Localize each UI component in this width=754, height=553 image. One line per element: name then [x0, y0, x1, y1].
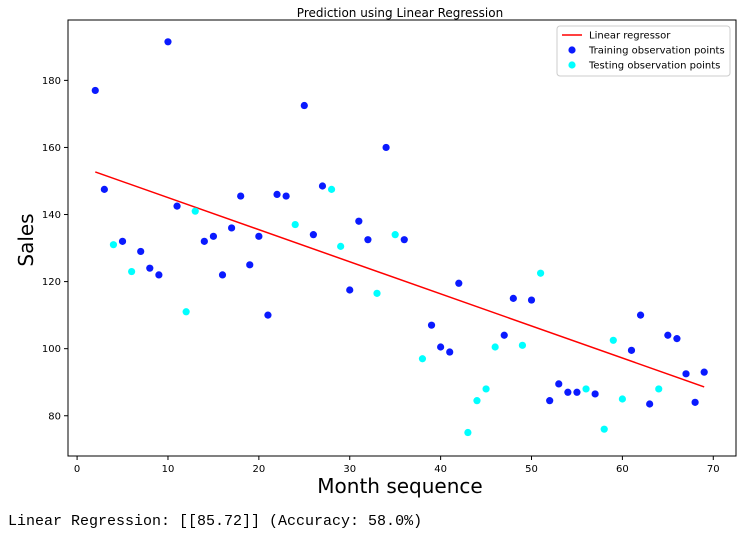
testing-point: [536, 269, 545, 277]
legend-box: [556, 25, 731, 77]
training-point: [273, 190, 281, 198]
training-point: [246, 261, 254, 269]
training-point: [591, 390, 599, 398]
training-point: [382, 143, 390, 152]
training-point: [173, 202, 181, 210]
training-point: [364, 236, 372, 244]
testing-point: [482, 385, 490, 393]
training-point: [527, 296, 536, 304]
legend-label: Training observation points: [588, 46, 725, 57]
training-point: [691, 398, 699, 406]
testing-point: [655, 385, 663, 393]
training-point: [700, 368, 708, 376]
testing-point: [609, 336, 617, 344]
training-point: [200, 237, 208, 245]
training-point: [646, 400, 654, 408]
testing-point: [582, 385, 590, 393]
legend-point-swatch: [568, 46, 576, 54]
testing-point: [518, 341, 527, 349]
legend-label: Linear regressor: [589, 31, 671, 42]
x-tick-label: 0: [74, 464, 80, 475]
x-tick-label: 20: [252, 464, 265, 475]
regression-caption: Linear Regression: [[85.72]] (Accuracy: …: [8, 513, 423, 530]
training-point: [446, 348, 454, 356]
testing-point: [191, 207, 199, 215]
x-axis-ticks: 0 10 20 30 40 50 60 70: [74, 456, 720, 475]
training-point: [682, 370, 690, 378]
training-point: [118, 237, 127, 245]
training-point: [400, 236, 408, 244]
y-tick-label: 80: [48, 411, 61, 422]
training-point: [427, 321, 436, 329]
y-axis-label: Sales: [14, 213, 38, 266]
training-point: [437, 343, 445, 351]
testing-point: [473, 397, 481, 405]
testing-point: [327, 185, 336, 193]
training-point: [500, 331, 508, 339]
training-point: [137, 247, 145, 256]
legend: Linear regressor Training observation poi…: [556, 25, 731, 77]
training-point: [455, 279, 463, 287]
training-point: [91, 86, 99, 95]
training-point: [155, 271, 163, 279]
training-point: [227, 224, 236, 232]
testing-point: [491, 343, 499, 351]
training-point: [309, 231, 317, 239]
training-point: [573, 388, 581, 396]
x-tick-label: 60: [616, 464, 629, 475]
y-tick-label: 120: [42, 277, 61, 288]
testing-point: [373, 289, 381, 297]
x-tick-label: 30: [343, 464, 356, 475]
y-tick-label: 140: [42, 210, 61, 221]
y-tick-label: 100: [42, 344, 61, 355]
training-point: [355, 217, 363, 225]
training-point: [564, 388, 572, 396]
training-point: [664, 331, 672, 339]
testing-point: [600, 425, 608, 433]
training-point: [100, 185, 108, 193]
x-axis-label: Month sequence: [317, 474, 482, 498]
training-point: [282, 192, 290, 200]
x-tick-label: 50: [525, 464, 538, 475]
training-point: [237, 192, 245, 200]
testing-point: [182, 308, 190, 316]
training-point: [218, 271, 227, 279]
testing-point: [291, 220, 299, 229]
testing-point: [618, 395, 626, 403]
training-point: [164, 38, 172, 46]
chart-title: Prediction using Linear Regression: [297, 6, 503, 20]
training-point: [546, 397, 554, 405]
training-point: [636, 311, 645, 319]
testing-point: [464, 428, 472, 437]
testing-point: [109, 241, 118, 249]
testing-point: [391, 231, 399, 239]
training-point: [555, 380, 563, 388]
training-point: [146, 264, 154, 272]
training-point: [346, 286, 354, 294]
scatter-chart: Prediction using Linear Regression Month…: [14, 6, 737, 498]
legend-label: Testing observation points: [588, 61, 720, 72]
y-tick-label: 160: [42, 143, 61, 154]
training-point: [318, 182, 327, 190]
y-tick-label: 180: [42, 76, 61, 87]
training-point: [627, 346, 636, 354]
training-point: [209, 232, 218, 240]
testing-point: [418, 355, 427, 363]
regression-line: [95, 171, 705, 388]
training-point: [509, 294, 517, 302]
training-point: [255, 232, 263, 240]
x-tick-label: 10: [162, 464, 175, 475]
testing-point: [128, 267, 136, 276]
testing-point: [337, 242, 345, 250]
training-point: [264, 311, 272, 319]
training-point: [300, 101, 308, 110]
legend-point-swatch: [568, 61, 576, 69]
x-tick-label: 70: [707, 464, 720, 475]
x-tick-label: 40: [434, 464, 447, 475]
training-point: [673, 335, 681, 343]
data-marks: [91, 38, 708, 437]
y-axis-ticks: 80 100 120 140 160 180: [42, 76, 68, 422]
